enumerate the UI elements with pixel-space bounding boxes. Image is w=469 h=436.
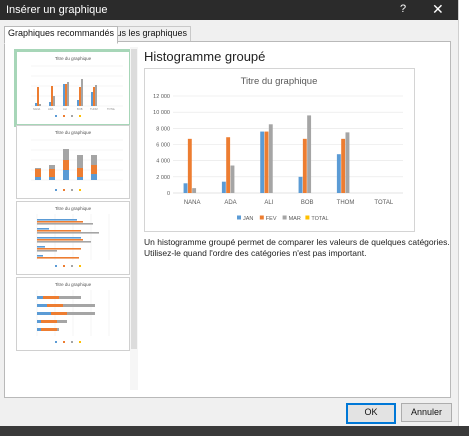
bar-jan-ali xyxy=(260,131,265,193)
ok-button[interactable]: OK xyxy=(346,403,396,424)
taskbar-strip xyxy=(0,426,469,436)
chart-title: Titre du graphique xyxy=(241,76,318,87)
thumbnail-title: Titre du graphique xyxy=(55,206,92,211)
bar-fev-bob xyxy=(302,138,307,193)
thumbnail-stacked-column[interactable]: Titre du graphique xyxy=(16,125,130,199)
legend-swatch-jan xyxy=(237,215,241,220)
thumbnail-title: Titre du graphique xyxy=(55,282,92,287)
x-tick-label: THOM xyxy=(337,200,355,206)
description-line-2: Utilisez-le quand l'ordre des catégories… xyxy=(144,248,367,258)
y-tick-label: 0 xyxy=(167,191,170,197)
legend-swatch-mar xyxy=(282,215,287,220)
legend-swatch-total xyxy=(305,215,310,220)
svg-text:TOTAL: TOTAL xyxy=(107,107,116,111)
dialog-title: Insérer un graphique xyxy=(6,4,108,16)
svg-text:THOM: THOM xyxy=(90,107,98,111)
bar-jan-nana xyxy=(183,183,188,193)
thumbnail-scrollbar[interactable] xyxy=(130,47,138,390)
chart-preview: Titre du graphique 0 2 000 4 000 6 000 8 000 1… xyxy=(144,68,415,232)
thumbnail-clustered-column[interactable]: Titre du graphique NANA ADA ALI BOB THOM TOTA… xyxy=(14,49,132,127)
bar-mar-ada xyxy=(230,165,235,193)
x-tick-label: TOTAL xyxy=(374,200,393,206)
thumbnail-clustered-column-image: Titre du graphique NANA ADA ALI BOB THOM TOTA… xyxy=(31,56,123,117)
insert-chart-dialog: Insérer un graphique ? ✕ Graphiques reco… xyxy=(0,0,458,436)
svg-text:BOB: BOB xyxy=(77,107,83,111)
bar-mar-bob xyxy=(307,115,312,193)
legend-label-total: TOTAL xyxy=(311,216,328,222)
y-tick-label: 4 000 xyxy=(156,159,170,165)
close-button[interactable]: ✕ xyxy=(432,1,444,17)
thumbnail-stacked-bar[interactable]: Titre du graphique xyxy=(16,277,130,351)
bar-fev-thom xyxy=(341,138,346,193)
x-tick-label: NANA xyxy=(184,200,201,206)
svg-text:ADA: ADA xyxy=(48,107,54,111)
y-tick-label: 10 000 xyxy=(153,110,170,116)
thumbnail-clustered-bar[interactable]: Titre du graphique xyxy=(16,201,130,275)
bar-jan-ada xyxy=(221,181,226,193)
x-tick-label: ADA xyxy=(224,200,236,206)
thumbnail-stacked-bar-image: Titre du graphique xyxy=(36,282,110,343)
bar-fev-ali xyxy=(264,131,269,193)
chart-description: Un histogramme groupé permet de comparer… xyxy=(144,237,450,259)
y-tick-label: 2 000 xyxy=(156,175,170,181)
legend-label-mar: MAR xyxy=(289,216,301,222)
x-tick-label: BOB xyxy=(301,200,314,206)
preview-heading: Histogramme groupé xyxy=(144,49,266,64)
thumbnail-stacked-column-image: Titre du graphique xyxy=(31,130,123,191)
bar-mar-ali xyxy=(268,124,273,193)
legend-swatch-fev xyxy=(259,215,264,220)
y-tick-label: 8 000 xyxy=(156,126,170,132)
x-tick-label: ALI xyxy=(264,200,273,206)
thumbnail-clustered-bar-image: Titre du graphique xyxy=(36,206,110,267)
background-spreadsheet xyxy=(458,0,469,436)
chart-preview-svg: Titre du graphique 0 2 000 4 000 6 000 8 000 1… xyxy=(153,76,403,222)
y-tick-label: 12 000 xyxy=(153,94,170,100)
legend-label-fev: FEV xyxy=(266,216,277,222)
help-button[interactable]: ? xyxy=(400,3,407,15)
cancel-button[interactable]: Annuler xyxy=(401,403,452,422)
bar-mar-nana xyxy=(192,188,197,193)
bar-jan-thom xyxy=(336,154,341,193)
bar-jan-bob xyxy=(298,176,303,193)
svg-text:ALI: ALI xyxy=(63,107,67,111)
tab-recommended-charts[interactable]: Graphiques recommandés xyxy=(4,26,119,44)
y-tick-label: 6 000 xyxy=(156,143,170,149)
scrollbar-thumb[interactable] xyxy=(131,49,137,349)
title-bar: Insérer un graphique ? ✕ xyxy=(0,0,458,20)
legend-label-jan: JAN xyxy=(243,216,253,222)
thumbnail-title: Titre du graphique xyxy=(55,130,92,135)
svg-text:NANA: NANA xyxy=(33,107,40,111)
bar-fev-ada xyxy=(226,137,231,193)
description-line-1: Un histogramme groupé permet de comparer… xyxy=(144,237,450,247)
recommended-chart-list: Titre du graphique NANA ADA ALI BOB THOM TOTA… xyxy=(12,47,132,390)
thumbnail-title: Titre du graphique xyxy=(55,56,92,61)
bar-mar-thom xyxy=(345,132,350,193)
bar-fev-nana xyxy=(187,138,192,193)
